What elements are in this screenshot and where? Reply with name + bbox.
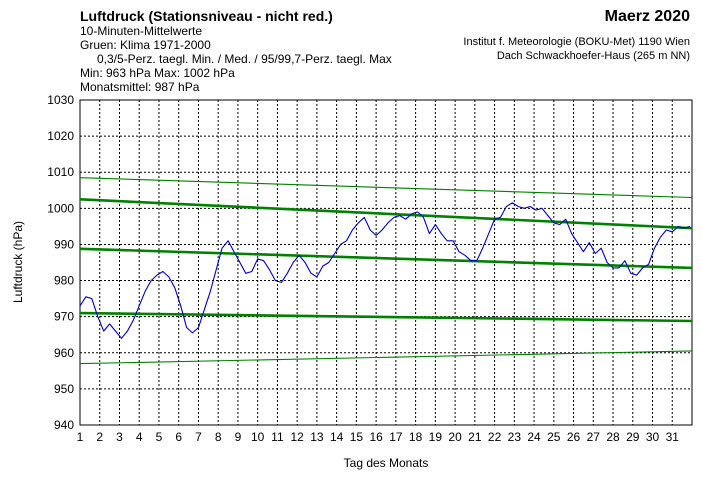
x-tick-label: 25 xyxy=(547,430,561,444)
x-tick-label: 14 xyxy=(330,430,344,444)
subtitle-percentiles: 0,3/5-Perz. taegl. Min. / Med. / 95/99,7… xyxy=(97,52,392,66)
x-tick-label: 18 xyxy=(409,430,423,444)
x-tick-label: 13 xyxy=(310,430,324,444)
x-tick-label: 17 xyxy=(389,430,403,444)
y-tick-label: 940 xyxy=(54,418,74,432)
x-tick-label: 15 xyxy=(350,430,364,444)
x-tick-label: 19 xyxy=(429,430,443,444)
y-tick-label: 1000 xyxy=(47,201,74,215)
x-tick-label: 23 xyxy=(508,430,522,444)
x-tick-label: 9 xyxy=(235,430,242,444)
x-tick-label: 3 xyxy=(116,430,123,444)
subtitle-interval: 10-Minuten-Mittelwerte xyxy=(80,24,203,38)
x-tick-label: 31 xyxy=(666,430,680,444)
y-tick-label: 950 xyxy=(54,382,74,396)
x-tick-label: 28 xyxy=(606,430,620,444)
x-tick-label: 29 xyxy=(626,430,640,444)
institute-line-1: Institut f. Meteorologie (BOKU-Met) 1190… xyxy=(463,36,690,48)
y-tick-label: 1020 xyxy=(47,129,74,143)
x-tick-label: 1 xyxy=(77,430,84,444)
plot-frame xyxy=(79,99,693,426)
x-tick-label: 12 xyxy=(290,430,304,444)
y-tick-label: 990 xyxy=(54,237,74,251)
x-tick-label: 24 xyxy=(527,430,541,444)
monthly-mean-text: Monatsmittel: 987 hPa xyxy=(80,80,200,94)
x-tick-label: 27 xyxy=(587,430,601,444)
x-tick-label: 21 xyxy=(468,430,482,444)
x-tick-label: 22 xyxy=(488,430,502,444)
chart-title: Luftdruck (Stationsniveau - nicht red.) xyxy=(80,8,333,24)
x-tick-label: 20 xyxy=(448,430,462,444)
month-label: Maerz 2020 xyxy=(604,8,690,25)
y-tick-label: 960 xyxy=(54,346,74,360)
x-tick-label: 5 xyxy=(156,430,163,444)
climate-line xyxy=(79,198,693,230)
climate-line xyxy=(79,247,693,270)
x-tick-label: 30 xyxy=(646,430,660,444)
x-tick-label: 26 xyxy=(567,430,581,444)
x-tick-label: 10 xyxy=(251,430,265,444)
y-tick-label: 980 xyxy=(54,274,74,288)
institute-line-2: Dach Schwackhoefer-Haus (265 m NN) xyxy=(496,50,690,62)
x-tick-label: 6 xyxy=(175,430,182,444)
y-tick-label: 1010 xyxy=(47,165,74,179)
climate-line xyxy=(79,177,693,199)
climate-line xyxy=(79,311,693,323)
x-tick-label: 11 xyxy=(271,430,284,444)
x-tick-label: 4 xyxy=(136,430,143,444)
x-tick-label: 16 xyxy=(369,430,383,444)
pressure-line xyxy=(79,202,691,339)
x-tick-label: 7 xyxy=(195,430,202,444)
x-tick-label: 8 xyxy=(215,430,222,444)
x-tick-label: 2 xyxy=(96,430,103,444)
subtitle-climate: Gruen: Klima 1971-2000 xyxy=(80,38,211,52)
climate-line xyxy=(79,350,693,365)
y-tick-label: 1030 xyxy=(47,93,74,107)
min-max-text: Min: 963 hPa Max: 1002 hPa xyxy=(80,66,235,80)
y-tick-label: 970 xyxy=(54,310,74,324)
x-axis-label: Tag des Monats xyxy=(343,456,429,470)
